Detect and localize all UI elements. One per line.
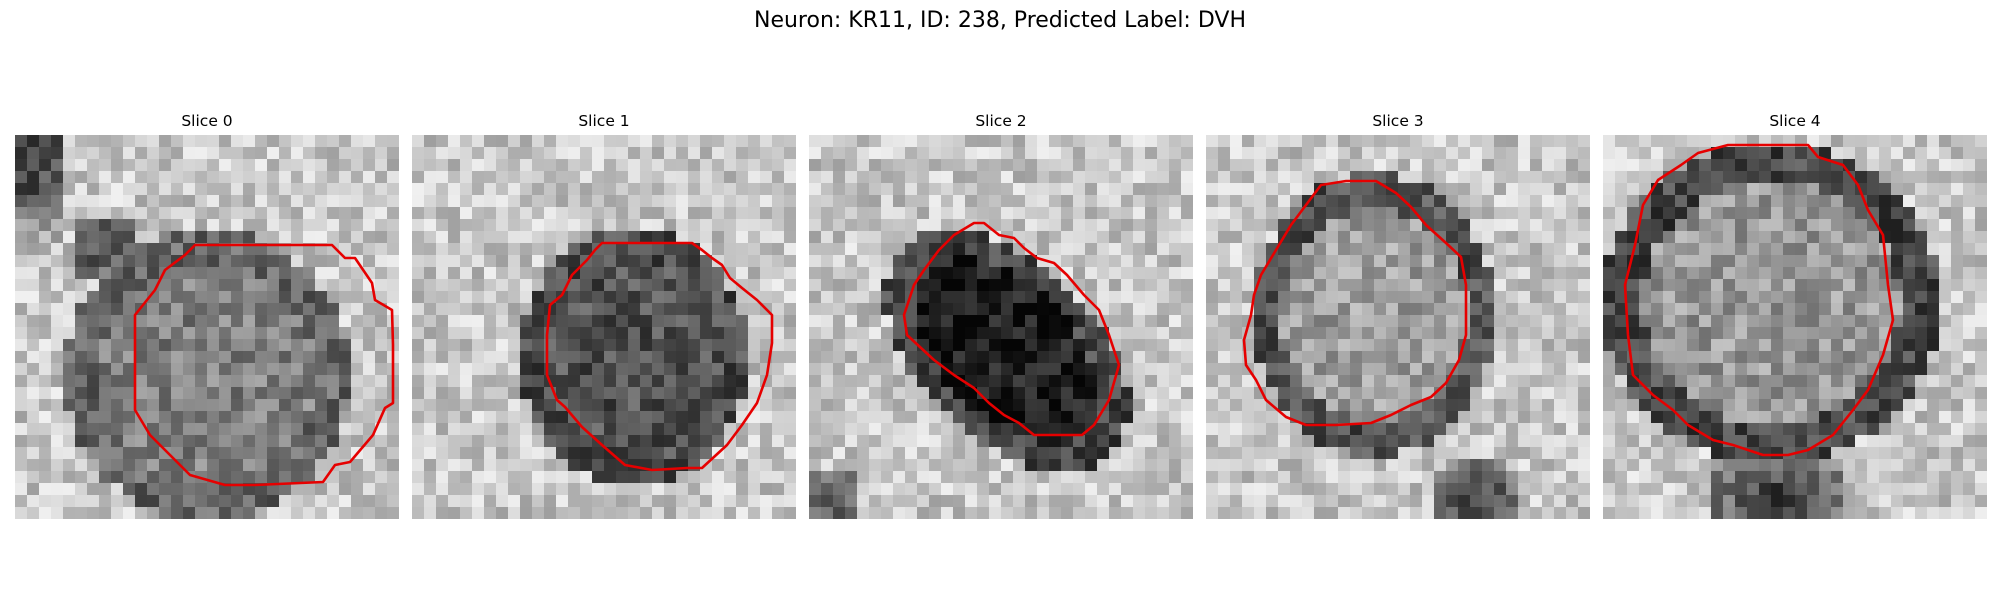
grayscale-pixel-grid <box>15 135 399 519</box>
grayscale-pixel-grid <box>809 135 1193 519</box>
grayscale-pixel-grid <box>1206 135 1590 519</box>
slice-title: Slice 2 <box>975 112 1027 130</box>
neuron-contour <box>133 243 395 487</box>
slice-panel-2: Slice 2 <box>809 110 1193 519</box>
slice-image <box>809 135 1193 519</box>
slice-title: Slice 1 <box>578 112 630 130</box>
slice-title: Slice 4 <box>1769 112 1821 130</box>
neuron-contour <box>1623 143 1895 457</box>
neuron-contour <box>1242 179 1468 427</box>
slice-image <box>15 135 399 519</box>
slice-panel-4: Slice 4 <box>1603 110 1987 519</box>
neuron-contour <box>902 221 1121 437</box>
figure-title: Neuron: KR11, ID: 238, Predicted Label: … <box>754 8 1246 33</box>
slice-image <box>1603 135 1987 519</box>
neuron-contour <box>545 241 774 472</box>
slice-panel-1: Slice 1 <box>412 110 796 519</box>
grayscale-pixel-grid <box>1603 135 1987 519</box>
slice-panel-3: Slice 3 <box>1206 110 1590 519</box>
slice-image <box>1206 135 1590 519</box>
slice-image <box>412 135 796 519</box>
slice-panel-0: Slice 0 <box>15 110 399 519</box>
slice-title: Slice 3 <box>1372 112 1424 130</box>
slice-title: Slice 0 <box>181 112 233 130</box>
grayscale-pixel-grid <box>412 135 796 519</box>
